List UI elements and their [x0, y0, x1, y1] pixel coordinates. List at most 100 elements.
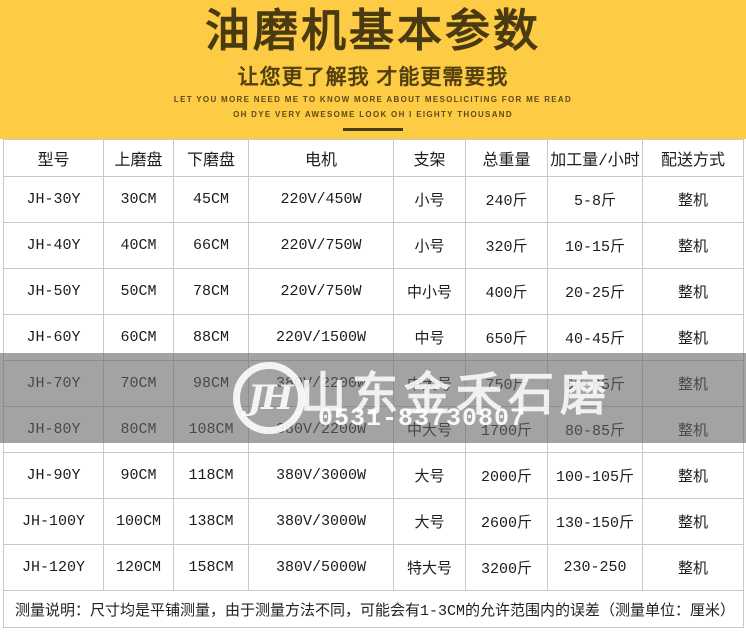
column-header-stand: 支架 — [393, 139, 466, 177]
cell-delivery-type: 整机 — [642, 176, 744, 223]
cell-motor: 220V/750W — [248, 222, 394, 269]
cell-stand: 特大号 — [393, 544, 466, 591]
cell-delivery-type: 整机 — [642, 360, 744, 407]
cell-lower-disc: 88CM — [173, 314, 249, 361]
cell-upper-disc: 90CM — [103, 452, 174, 499]
column-header-upper-disc: 上磨盘 — [103, 139, 174, 177]
table-row: JH-90Y 90CM 118CM 380V/3000W 大号 2000斤 100-105斤… — [3, 452, 744, 499]
cell-total-weight: 3200斤 — [465, 544, 548, 591]
column-header-lower-disc: 下磨盘 — [173, 139, 249, 177]
cell-motor: 380V/3000W — [248, 498, 394, 545]
cell-lower-disc: 138CM — [173, 498, 249, 545]
measurement-note: 测量说明：尺寸均是平铺测量，由于测量方法不同，可能会有1-3CM的允许范围内的误… — [3, 590, 744, 628]
cell-delivery-type: 整机 — [642, 452, 744, 499]
table-row: JH-30Y 30CM 45CM 220V/450W 小号 240斤 5-8斤 整机 — [3, 176, 744, 223]
spec-table: 型号 上磨盘 下磨盘 电机 支架 总重量 加工量/小时 配送方式 JH-30Y 3… — [3, 139, 744, 628]
cell-delivery-type: 整机 — [642, 268, 744, 315]
cell-total-weight: 750斤 — [465, 360, 548, 407]
cell-model: JH-30Y — [3, 176, 104, 223]
cell-upper-disc: 100CM — [103, 498, 174, 545]
cell-motor: 220V/450W — [248, 176, 394, 223]
table-header-row: 型号 上磨盘 下磨盘 电机 支架 总重量 加工量/小时 配送方式 — [3, 139, 744, 177]
cell-capacity-per-hour: 20-25斤 — [547, 268, 643, 315]
cell-capacity-per-hour: 5-8斤 — [547, 176, 643, 223]
cell-model: JH-50Y — [3, 268, 104, 315]
cell-stand: 中号 — [393, 314, 466, 361]
column-header-model: 型号 — [3, 139, 104, 177]
cell-total-weight: 2600斤 — [465, 498, 548, 545]
cell-upper-disc: 120CM — [103, 544, 174, 591]
cell-delivery-type: 整机 — [642, 544, 744, 591]
cell-delivery-type: 整机 — [642, 498, 744, 545]
cell-stand: 小号 — [393, 222, 466, 269]
cell-total-weight: 1700斤 — [465, 406, 548, 453]
cell-total-weight: 650斤 — [465, 314, 548, 361]
cell-motor: 220V/1500W — [248, 314, 394, 361]
cell-capacity-per-hour: 130-150斤 — [547, 498, 643, 545]
column-header-total-weight: 总重量 — [465, 139, 548, 177]
cell-total-weight: 240斤 — [465, 176, 548, 223]
cell-lower-disc: 118CM — [173, 452, 249, 499]
cell-capacity-per-hour: 40-45斤 — [547, 314, 643, 361]
table-row: JH-70Y 70CM 98CM 380V/2200W 中大号 750斤 60-65斤 整机 — [3, 360, 744, 407]
cell-capacity-per-hour: 10-15斤 — [547, 222, 643, 269]
cell-lower-disc: 108CM — [173, 406, 249, 453]
cell-lower-disc: 98CM — [173, 360, 249, 407]
cell-model: JH-70Y — [3, 360, 104, 407]
cell-upper-disc: 50CM — [103, 268, 174, 315]
cell-capacity-per-hour: 100-105斤 — [547, 452, 643, 499]
cell-upper-disc: 30CM — [103, 176, 174, 223]
table-row: JH-80Y 80CM 108CM 380V/2200W 中大号 1700斤 80-85斤整… — [3, 406, 744, 453]
cell-upper-disc: 70CM — [103, 360, 174, 407]
column-header-capacity-per-hour: 加工量/小时 — [547, 139, 643, 177]
cell-motor: 380V/5000W — [248, 544, 394, 591]
cell-capacity-per-hour: 80-85斤 — [547, 406, 643, 453]
cell-stand: 大号 — [393, 452, 466, 499]
cell-stand: 中大号 — [393, 406, 466, 453]
cell-lower-disc: 158CM — [173, 544, 249, 591]
cell-model: JH-80Y — [3, 406, 104, 453]
cell-stand: 中大号 — [393, 360, 466, 407]
table-row: JH-40Y 40CM 66CM 220V/750W 小号 320斤 10-15斤 整机 — [3, 222, 744, 269]
cell-upper-disc: 60CM — [103, 314, 174, 361]
banner: 油磨机基本参数 让您更了解我 才能更需要我 LET YOU MORE NEED … — [0, 0, 746, 139]
cell-stand: 大号 — [393, 498, 466, 545]
table-row: JH-120Y 120CM 158CM 380V/5000W 特大号 3200斤 230-2… — [3, 544, 744, 591]
cell-model: JH-120Y — [3, 544, 104, 591]
cell-motor: 380V/2200W — [248, 406, 394, 453]
cell-total-weight: 400斤 — [465, 268, 548, 315]
cell-total-weight: 320斤 — [465, 222, 548, 269]
cell-delivery-type: 整机 — [642, 406, 744, 453]
cell-motor: 220V/750W — [248, 268, 394, 315]
cell-motor: 380V/3000W — [248, 452, 394, 499]
banner-divider — [343, 128, 403, 132]
table-row: JH-100Y 100CM 138CM 380V/3000W 大号 2600斤 130-15… — [3, 498, 744, 545]
cell-lower-disc: 78CM — [173, 268, 249, 315]
page-title: 油磨机基本参数 — [204, 4, 541, 57]
column-header-delivery-type: 配送方式 — [642, 139, 744, 177]
cell-upper-disc: 80CM — [103, 406, 174, 453]
cell-model: JH-100Y — [3, 498, 104, 545]
cell-model: JH-90Y — [3, 452, 104, 499]
column-header-motor: 电机 — [248, 139, 394, 177]
cell-capacity-per-hour: 60-65斤 — [547, 360, 643, 407]
cell-model: JH-60Y — [3, 314, 104, 361]
table-row: JH-60Y 60CM 88CM 220V/1500W 中号 650斤 40-45斤 整机 — [3, 314, 744, 361]
cell-model: JH-40Y — [3, 222, 104, 269]
cell-lower-disc: 45CM — [173, 176, 249, 223]
cell-delivery-type: 整机 — [642, 222, 744, 269]
banner-tagline-line2: OH DYE VERY AWESOME LOOK OH I EIGHTY THO… — [233, 109, 513, 119]
banner-subtitle: 让您更了解我 才能更需要我 — [237, 65, 509, 89]
cell-lower-disc: 66CM — [173, 222, 249, 269]
cell-stand: 中小号 — [393, 268, 466, 315]
banner-tagline-line1: LET YOU MORE NEED ME TO KNOW MORE ABOUT … — [173, 94, 573, 104]
cell-delivery-type: 整机 — [642, 314, 744, 361]
note-row: 测量说明：尺寸均是平铺测量，由于测量方法不同，可能会有1-3CM的允许范围内的误… — [3, 590, 744, 628]
cell-stand: 小号 — [393, 176, 466, 223]
table-row: JH-50Y 50CM 78CM 220V/750W 中小号 400斤 20-25斤 整机 — [3, 268, 744, 315]
cell-capacity-per-hour: 230-250 — [547, 544, 643, 591]
cell-upper-disc: 40CM — [103, 222, 174, 269]
cell-motor: 380V/2200W — [248, 360, 394, 407]
cell-total-weight: 2000斤 — [465, 452, 548, 499]
